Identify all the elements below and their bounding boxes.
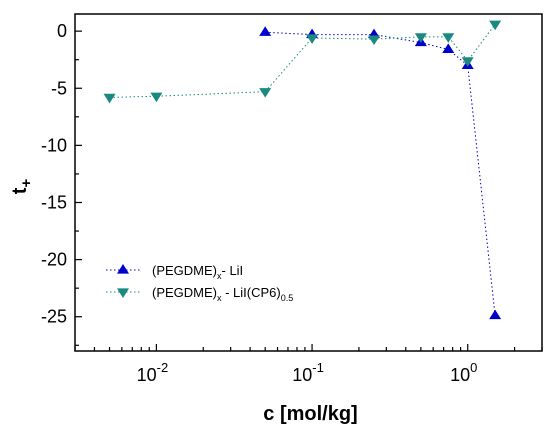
data-series xyxy=(103,20,502,320)
data-point-triangle-down xyxy=(414,33,427,43)
data-point-triangle-down xyxy=(306,34,319,44)
series-line xyxy=(109,23,496,98)
data-point-triangle-down xyxy=(259,88,272,98)
data-point-triangle-down xyxy=(103,93,116,104)
legend-label: (PEGDME)x - LiI(CP6)0.5 xyxy=(152,285,293,303)
series-1 xyxy=(259,26,502,320)
data-point-triangle-down xyxy=(461,57,474,67)
x-axis-title: c [mol/kg] xyxy=(263,403,357,425)
legend-label: (PEGDME)x- LiI xyxy=(152,263,243,281)
legend-marker xyxy=(117,264,129,274)
data-point-triangle-down xyxy=(150,92,163,103)
data-point-triangle-down xyxy=(489,20,502,31)
y-axis-title-sub: + xyxy=(18,179,35,188)
y-tick-label: -20 xyxy=(41,250,67,270)
data-point-triangle-up xyxy=(442,43,455,54)
series-line xyxy=(265,31,496,316)
y-tick-label: -10 xyxy=(41,135,67,155)
y-tick-label: -5 xyxy=(51,78,67,98)
y-axis-title: t+ xyxy=(9,179,35,195)
x-tick-labels: 10-2 10-1 100 xyxy=(137,360,478,385)
data-point-triangle-up xyxy=(489,309,502,320)
plot-frame xyxy=(74,13,543,352)
y-axis-title-main: t xyxy=(9,187,31,194)
x-tick-label: 10-1 xyxy=(292,360,324,385)
y-tick-labels: 0 -5 -10 -15 -20 -25 xyxy=(41,21,67,327)
x-tick-label: 100 xyxy=(450,360,477,385)
legend-marker xyxy=(117,288,129,298)
y-tick-label: -25 xyxy=(41,307,67,327)
axis-ticks xyxy=(74,30,543,351)
data-point-triangle-down xyxy=(368,35,381,46)
y-tick-label: -15 xyxy=(41,192,67,212)
legend: (PEGDME)x- LiI (PEGDME)x - LiI(CP6)0.5 xyxy=(106,263,293,303)
x-tick-label: 10-2 xyxy=(137,360,169,385)
y-tick-label: 0 xyxy=(57,21,67,41)
data-point-triangle-down xyxy=(442,33,455,43)
data-point-triangle-up xyxy=(259,26,272,36)
series-2 xyxy=(103,20,502,104)
